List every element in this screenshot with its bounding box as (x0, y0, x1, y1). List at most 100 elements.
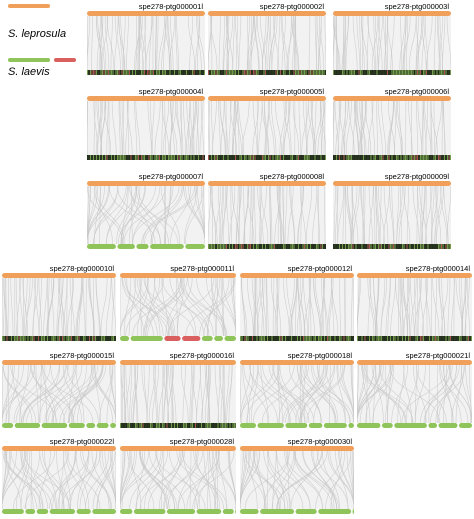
synteny-link (47, 277, 50, 337)
contig-tick (171, 423, 172, 428)
synteny-link (196, 364, 201, 424)
synteny-link (57, 450, 77, 510)
synteny-link (118, 100, 121, 156)
synteny-link (372, 364, 393, 424)
contig-tick (184, 155, 186, 160)
contig-tick (393, 336, 394, 341)
contig-tick (8, 336, 9, 341)
contig-tick (411, 155, 412, 160)
synteny-link (261, 277, 265, 337)
contig-tick (184, 70, 186, 75)
synteny-link (421, 185, 425, 245)
contig-tick (307, 336, 309, 341)
synteny-link (140, 15, 147, 71)
contig-tick (208, 155, 209, 160)
synteny-link (122, 185, 145, 245)
synteny-link (260, 364, 269, 424)
synteny-link (20, 450, 44, 510)
synteny-link (251, 185, 255, 245)
contig-tick (367, 336, 369, 341)
contig-tick (391, 336, 393, 341)
contig-tick (441, 70, 442, 75)
contig-tick (126, 155, 127, 160)
contig-tick (187, 70, 189, 75)
contig-tick (98, 336, 99, 341)
synteny-link (260, 15, 266, 71)
synteny-link (99, 364, 113, 424)
contig-tick (209, 70, 211, 75)
contig-tick (378, 155, 379, 160)
contig-tick (283, 155, 284, 160)
synteny-panel: spe278-ptg000009l (333, 173, 451, 253)
contig-tick (337, 244, 339, 249)
synteny-plot (240, 360, 354, 428)
contig-tick (220, 70, 221, 75)
contig-tick (51, 336, 53, 341)
contig-tick (417, 244, 418, 249)
synteny-link (346, 100, 352, 156)
contig-tick (71, 336, 72, 341)
contig-tick (266, 244, 268, 249)
contig-tick (399, 155, 400, 160)
synteny-link (298, 100, 302, 156)
synteny-link (315, 277, 323, 337)
synteny-link (336, 15, 338, 71)
contig-tick (364, 244, 366, 249)
contig-tick (289, 70, 290, 75)
synteny-link (350, 364, 354, 424)
panel-title: spe278-ptg000006l (384, 87, 449, 96)
synteny-link (362, 185, 364, 245)
synteny-link (426, 15, 433, 71)
contig-tick (48, 336, 50, 341)
contig-tick (414, 155, 415, 160)
contig-tick (139, 70, 141, 75)
link-field (333, 101, 451, 155)
synteny-link (243, 185, 246, 245)
synteny-link (34, 277, 40, 337)
contig-tick (430, 244, 432, 249)
contig-tick (121, 423, 123, 428)
contig-tick (438, 336, 439, 341)
panel-title: spe278-ptg000012l (287, 264, 352, 273)
synteny-link (139, 15, 141, 71)
synteny-panel: spe278-ptg000008l (208, 173, 326, 253)
contig-tick (319, 244, 320, 249)
panel-title: spe278-ptg000005l (259, 87, 324, 96)
query-contig-segment (87, 244, 116, 249)
synteny-link (279, 185, 283, 245)
synteny-link (367, 15, 375, 71)
synteny-link (191, 100, 197, 156)
contig-tick (286, 336, 288, 341)
synteny-link (94, 185, 113, 245)
contig-tick (109, 155, 111, 160)
synteny-link (165, 364, 169, 424)
synteny-link (287, 100, 292, 156)
contig-tick (193, 70, 195, 75)
contig-tick (163, 70, 165, 75)
synteny-link (266, 277, 269, 337)
synteny-link (417, 277, 422, 337)
synteny-link (423, 364, 460, 424)
contig-tick (436, 244, 438, 249)
synteny-link (22, 364, 67, 424)
synteny-link (293, 15, 300, 71)
contig-tick (142, 155, 144, 160)
contig-tick (445, 155, 447, 160)
contig-tick (412, 336, 414, 341)
synteny-link (355, 100, 359, 156)
query-contig-segment (164, 336, 181, 341)
synteny-plot (87, 181, 205, 249)
contig-tick (130, 423, 132, 428)
synteny-panel: spe278-ptg000028l (120, 438, 236, 518)
synteny-link (300, 277, 305, 337)
synteny-panel: spe278-ptg000006l (333, 88, 451, 164)
synteny-link (425, 277, 431, 337)
contig-tick (159, 155, 160, 160)
contig-tick (316, 336, 318, 341)
contig-tick (263, 244, 265, 249)
contig-tick (298, 155, 299, 160)
contig-tick (333, 244, 334, 249)
synteny-link (93, 100, 96, 156)
synteny-link (390, 277, 396, 337)
contig-tick (235, 155, 236, 160)
